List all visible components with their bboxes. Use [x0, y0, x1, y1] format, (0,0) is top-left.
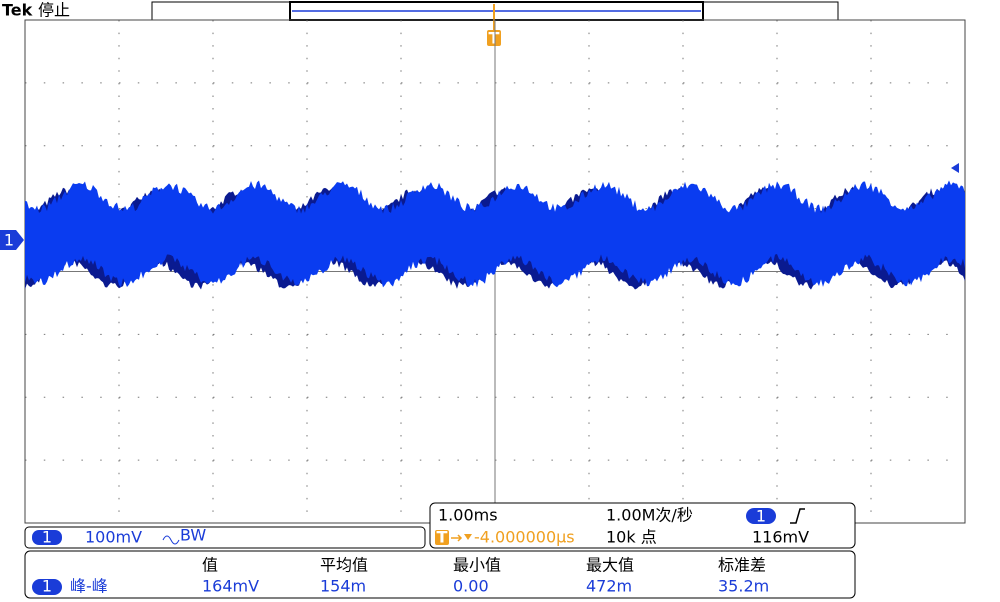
measurement-value: 154m: [320, 577, 366, 596]
brand: Tek: [2, 1, 33, 20]
measurement-header: 最小值: [453, 556, 501, 575]
trigger-badge: [487, 30, 501, 46]
measurement-header: 最大值: [586, 556, 634, 575]
channel-badge: [32, 530, 62, 545]
waveform-trace: [25, 180, 965, 288]
record-length: 10k 点: [606, 528, 657, 547]
measurement-value: 0.00: [453, 577, 489, 596]
trigger-level: 116mV: [752, 528, 809, 547]
measurement-type: 峰-峰: [70, 577, 108, 596]
waveform: [25, 180, 965, 290]
sample-rate: 1.00M次/秒: [606, 506, 693, 525]
trigger-marker: T: [489, 29, 500, 48]
measurement-header: 值: [202, 556, 218, 575]
trigger-source-badge: [746, 508, 776, 524]
trigger-source: 1: [756, 507, 766, 526]
bandwidth-limit: BW: [180, 526, 206, 545]
trigger-level-marker: [951, 163, 959, 173]
run-status: 停止: [38, 1, 70, 20]
channel-marker-label: 1: [4, 231, 14, 250]
bandwidth-icon: [162, 535, 180, 545]
channel-box: [24, 526, 426, 549]
trigger-position: -4.000000µs: [474, 528, 575, 547]
trigger-down-icon: [464, 534, 472, 540]
measurement-value: 472m: [586, 577, 632, 596]
trigger-slope-icon: [790, 508, 805, 524]
row-channel: 1: [42, 577, 52, 596]
measurement-value: 35.2m: [718, 577, 769, 596]
channel-marker: [0, 230, 24, 250]
measurement-header: 平均值: [320, 556, 368, 575]
measurement-table: 值 平均值 最小值 最大值 标准差 1 峰-峰 164mV 154m 0.00 472m 35.2m: [32, 556, 769, 596]
trigger-icon: T: [437, 528, 448, 547]
measurement-box: [24, 550, 856, 599]
channel-number: 1: [42, 528, 52, 547]
measurement-value: 164mV: [202, 577, 259, 596]
row-channel-badge: [32, 579, 62, 595]
measurement-header: 标准差: [718, 556, 766, 575]
trigger-icon-badge: [435, 530, 449, 545]
trigger-arrow: [451, 534, 463, 542]
channel-scale: 100mV: [85, 528, 142, 547]
horizontal-scale: 1.00ms: [438, 506, 498, 525]
